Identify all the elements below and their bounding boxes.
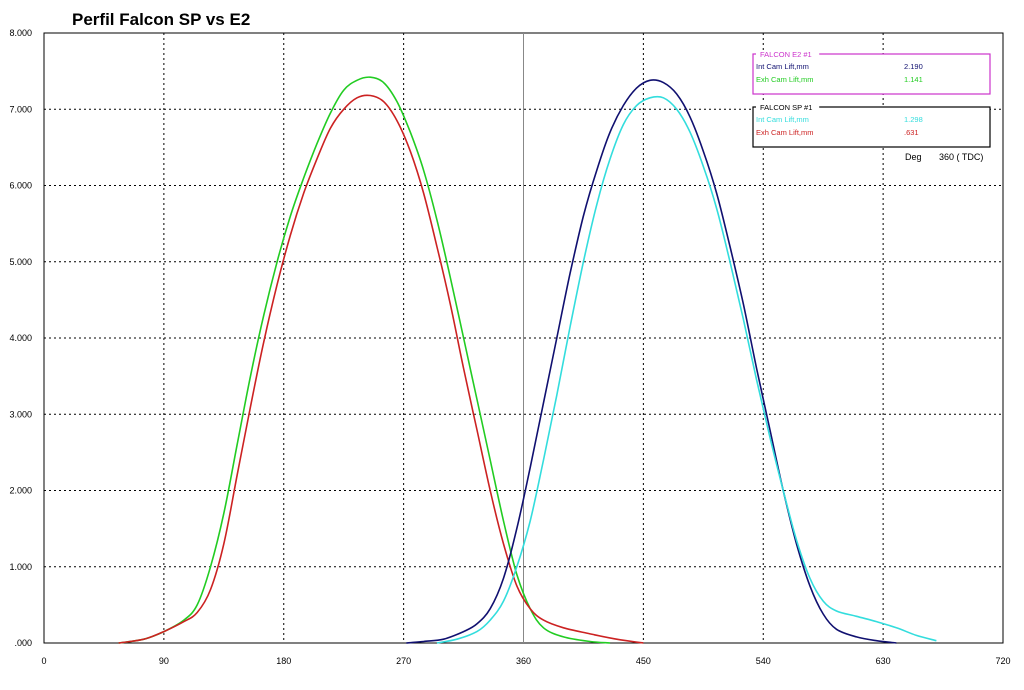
x-tick-label: 360 — [516, 656, 531, 666]
axes: 0 90 180 270 360 450 540 630 720 .000 1.000 2.000 3.… — [9, 28, 1010, 666]
legend-title: FALCON SP #1 — [760, 103, 812, 112]
x-tick-label: 450 — [636, 656, 651, 666]
legend-row-label: Int Cam Lift,mm — [756, 115, 809, 124]
readout-label: Deg — [905, 152, 922, 162]
legend-row-value: .631 — [904, 128, 919, 137]
readout-value: 360 ( TDC) — [939, 152, 983, 162]
series-line-2 — [118, 94, 644, 644]
legend-box-frame — [752, 106, 991, 148]
x-tick-label: 630 — [876, 656, 891, 666]
x-tick-label: 0 — [41, 656, 46, 666]
y-tick-label: 5.000 — [9, 257, 32, 267]
y-tick-label: 3.000 — [9, 409, 32, 419]
y-tick-label: 7.000 — [9, 104, 32, 114]
legend-row-value: 2.190 — [904, 62, 923, 71]
series-layer — [118, 76, 937, 644]
legend-box-frame — [752, 53, 991, 95]
x-tick-label: 270 — [396, 656, 411, 666]
y-tick-label: .000 — [14, 638, 32, 648]
series-line-3 — [406, 79, 897, 644]
legend-row-label: Exh Cam Lift,mm — [756, 128, 814, 137]
x-tick-label: 180 — [276, 656, 291, 666]
x-tick-label: 540 — [756, 656, 771, 666]
y-tick-label: 2.000 — [9, 486, 32, 496]
legend-row-label: Exh Cam Lift,mm — [756, 75, 814, 84]
chart-title: Perfil Falcon SP vs E2 — [72, 10, 250, 29]
x-tick-label: 90 — [159, 656, 169, 666]
y-tick-label: 1.000 — [9, 562, 32, 572]
legend: FALCON E2 #1 Int Cam Lift,mm 2.190 Exh Cam … — [752, 50, 991, 162]
legend-row-label: Int Cam Lift,mm — [756, 62, 809, 71]
legend-title-bg — [756, 103, 820, 111]
legend-title: FALCON E2 #1 — [760, 50, 812, 59]
legend-row-value: 1.298 — [904, 115, 923, 124]
x-tick-label: 720 — [995, 656, 1010, 666]
series-line-4 — [436, 95, 937, 644]
y-tick-label: 8.000 — [9, 28, 32, 38]
legend-row-value: 1.141 — [904, 75, 923, 84]
series-line-1 — [118, 76, 611, 644]
legend-box-2: FALCON SP #1 Int Cam Lift,mm 1.298 Exh Cam … — [752, 103, 991, 148]
y-tick-label: 4.000 — [9, 333, 32, 343]
y-tick-label: 6.000 — [9, 181, 32, 191]
legend-title-bg — [756, 50, 820, 58]
legend-box-1: FALCON E2 #1 Int Cam Lift,mm 2.190 Exh Cam … — [752, 50, 991, 95]
